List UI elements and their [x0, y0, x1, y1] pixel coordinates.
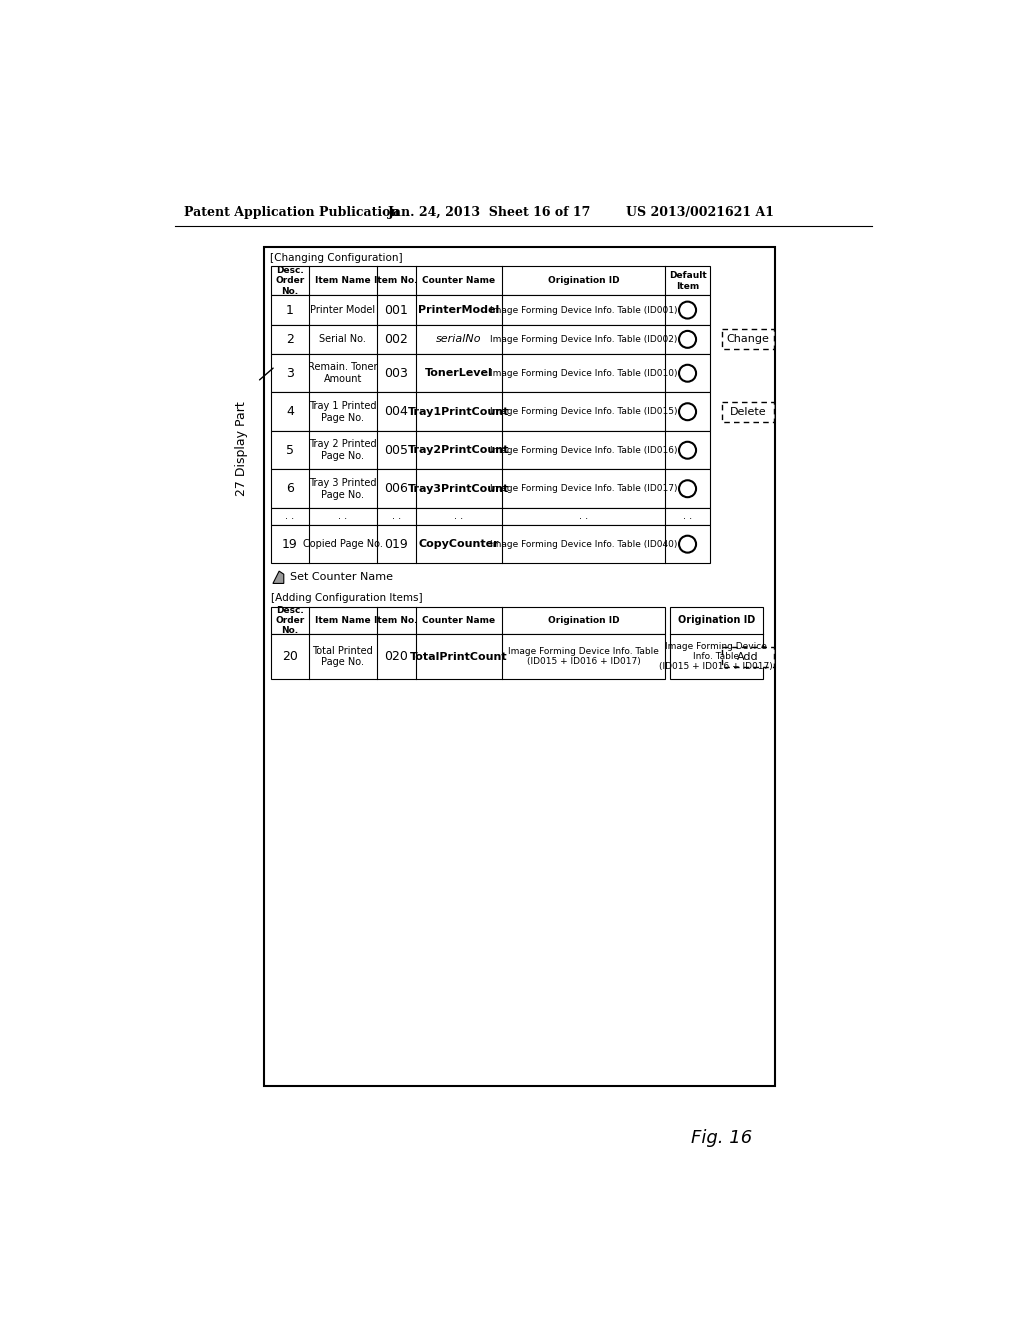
Bar — [271, 325, 710, 354]
Text: Remain. Toner
Amount: Remain. Toner Amount — [308, 363, 378, 384]
Text: serialNo: serialNo — [436, 334, 481, 345]
Bar — [271, 470, 710, 508]
Text: 004: 004 — [384, 405, 409, 418]
Bar — [722, 330, 774, 350]
Text: Tray 3 Printed
Page No.: Tray 3 Printed Page No. — [309, 478, 377, 499]
Bar — [271, 508, 710, 525]
Text: Fig. 16: Fig. 16 — [690, 1129, 752, 1147]
Text: Image Forming Device Info. Table (ID017): Image Forming Device Info. Table (ID017) — [489, 484, 678, 494]
Text: Add: Add — [737, 652, 759, 661]
Text: Image Forming Device Info. Table (ID015): Image Forming Device Info. Table (ID015) — [489, 408, 678, 416]
Text: PrinterModel: PrinterModel — [418, 305, 500, 315]
Bar — [271, 354, 710, 392]
Bar — [271, 267, 710, 296]
Text: . .: . . — [391, 511, 400, 521]
Text: 27 Display Part: 27 Display Part — [236, 401, 248, 496]
Text: 003: 003 — [384, 367, 409, 380]
Text: Origination ID: Origination ID — [678, 615, 755, 626]
Text: Default
Item: Default Item — [669, 271, 707, 290]
Text: Serial No.: Serial No. — [319, 334, 367, 345]
Text: Change: Change — [727, 334, 769, 345]
Text: [Adding Configuration Items]: [Adding Configuration Items] — [271, 593, 423, 603]
Text: TotalPrintCount: TotalPrintCount — [411, 652, 508, 661]
Text: Counter Name: Counter Name — [422, 616, 496, 624]
Text: 005: 005 — [384, 444, 409, 457]
Text: Origination ID: Origination ID — [548, 276, 620, 285]
Text: Tray2PrintCount: Tray2PrintCount — [409, 445, 510, 455]
Text: Tray1PrintCount: Tray1PrintCount — [409, 407, 510, 417]
Text: Tray 2 Printed
Page No.: Tray 2 Printed Page No. — [309, 440, 377, 461]
Text: Image Forming Device Info. Table (ID010): Image Forming Device Info. Table (ID010) — [489, 368, 678, 378]
Text: 002: 002 — [384, 333, 409, 346]
Text: Counter Name: Counter Name — [422, 276, 496, 285]
Text: [Changing Configuration]: [Changing Configuration] — [270, 253, 402, 263]
Text: Patent Application Publication: Patent Application Publication — [183, 206, 399, 219]
Text: TonerLevel: TonerLevel — [425, 368, 493, 379]
Text: 4: 4 — [286, 405, 294, 418]
Text: Item Name: Item Name — [314, 616, 371, 624]
Text: Image Forming Device Info. Table
(ID015 + ID016 + ID017): Image Forming Device Info. Table (ID015 … — [508, 647, 659, 667]
Text: 020: 020 — [384, 649, 409, 663]
Text: Item No.: Item No. — [375, 616, 418, 624]
Text: Image Forming Device
Info. Table
(ID015 + ID016 + ID017): Image Forming Device Info. Table (ID015 … — [659, 642, 773, 672]
Text: Image Forming Device Info. Table (ID016): Image Forming Device Info. Table (ID016) — [489, 446, 678, 454]
Text: Desc.
Order
No.: Desc. Order No. — [275, 606, 304, 635]
Text: Delete: Delete — [730, 407, 766, 417]
Text: 20: 20 — [282, 649, 298, 663]
Text: Origination ID: Origination ID — [548, 616, 620, 624]
Text: Jan. 24, 2013  Sheet 16 of 17: Jan. 24, 2013 Sheet 16 of 17 — [388, 206, 592, 219]
Text: . .: . . — [338, 511, 347, 521]
Text: Tray3PrintCount: Tray3PrintCount — [409, 483, 510, 494]
Text: 3: 3 — [286, 367, 294, 380]
Bar — [271, 430, 710, 470]
Text: . .: . . — [286, 511, 295, 521]
Bar — [722, 401, 774, 422]
Bar — [263, 247, 775, 1086]
Bar — [271, 392, 710, 430]
Text: Tray 1 Printed
Page No.: Tray 1 Printed Page No. — [309, 401, 377, 422]
Text: CopyCounter: CopyCounter — [419, 539, 500, 549]
Bar — [271, 296, 710, 325]
Text: Item Name: Item Name — [314, 276, 371, 285]
Text: Copied Page No.: Copied Page No. — [303, 539, 383, 549]
Polygon shape — [273, 572, 284, 583]
Text: US 2013/0021621 A1: US 2013/0021621 A1 — [626, 206, 773, 219]
Text: Image Forming Device Info. Table (ID002): Image Forming Device Info. Table (ID002) — [490, 335, 678, 343]
Text: Image Forming Device Info. Table (ID001): Image Forming Device Info. Table (ID001) — [489, 306, 678, 314]
Text: . .: . . — [455, 511, 464, 521]
Text: Desc.
Order
No.: Desc. Order No. — [275, 265, 304, 296]
Bar — [271, 635, 665, 678]
Text: 019: 019 — [384, 537, 408, 550]
Text: Image Forming Device Info. Table (ID040): Image Forming Device Info. Table (ID040) — [490, 540, 678, 549]
Text: 001: 001 — [384, 304, 409, 317]
Bar — [722, 647, 774, 667]
Text: 006: 006 — [384, 482, 409, 495]
Text: 6: 6 — [286, 482, 294, 495]
Bar — [271, 607, 665, 635]
Text: Item No.: Item No. — [375, 276, 418, 285]
Text: . .: . . — [580, 511, 588, 521]
Text: 2: 2 — [286, 333, 294, 346]
Text: 1: 1 — [286, 304, 294, 317]
Bar — [670, 607, 763, 678]
Text: 5: 5 — [286, 444, 294, 457]
Text: Printer Model: Printer Model — [310, 305, 375, 315]
Text: Total Printed
Page No.: Total Printed Page No. — [312, 645, 373, 668]
Bar — [271, 525, 710, 564]
Text: . .: . . — [683, 511, 692, 521]
Text: Set Counter Name: Set Counter Name — [290, 573, 393, 582]
Text: 19: 19 — [282, 537, 298, 550]
